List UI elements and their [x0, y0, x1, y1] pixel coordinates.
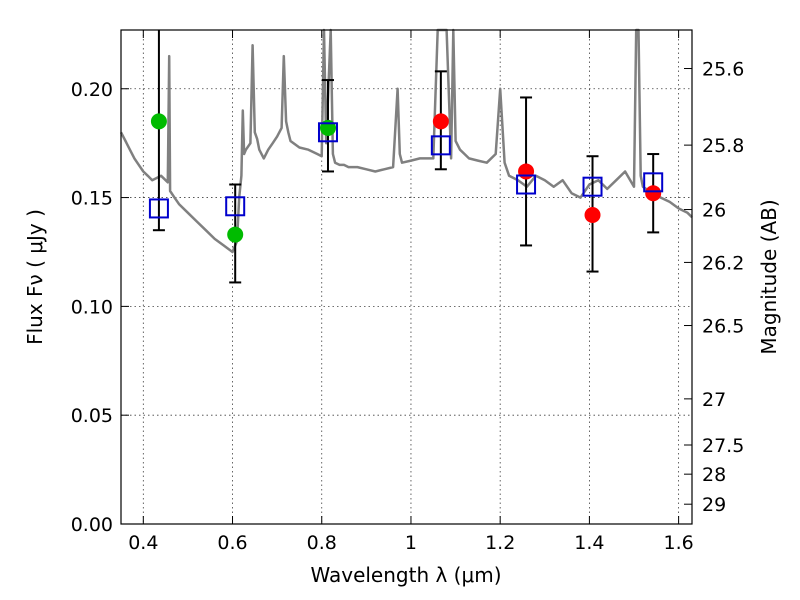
y-tick-label: 0.15	[71, 188, 113, 210]
model-spectrum-layer	[119, 28, 693, 254]
observed-photometry-point	[645, 185, 662, 202]
plot-frame	[120, 29, 693, 525]
x-tick-label: 0.4	[128, 532, 158, 554]
observed-photometry-point	[518, 163, 535, 180]
y-tick-label: 0.05	[71, 405, 113, 427]
x-tick-label: 0.6	[217, 532, 247, 554]
right-tick-label: 27	[702, 389, 726, 411]
observed-photometry-point	[432, 113, 449, 130]
y-tick-label: 0.10	[71, 296, 113, 318]
observed-photometry-point	[227, 226, 244, 243]
model-photometry-square	[582, 176, 603, 197]
model-spectrum-line	[119, 28, 693, 254]
right-tick-label: 26	[702, 200, 726, 222]
y-axis-label: Flux Fν ( μJy )	[23, 209, 47, 345]
right-tick-label: 26.2	[702, 252, 744, 274]
x-tick-label: 1.2	[485, 532, 515, 554]
x-tick-label: 0.8	[307, 532, 337, 554]
right-tick-label: 25.6	[702, 59, 744, 81]
y-tick-label: 0.20	[71, 79, 113, 101]
right-tick-label: 28	[702, 464, 726, 486]
model-photometry-square	[317, 122, 338, 143]
model-photometry-square	[430, 135, 451, 156]
right-axis-label: Magnitude (AB)	[757, 199, 781, 354]
model-photometry-square	[148, 198, 169, 219]
x-tick-label: 1	[405, 532, 417, 554]
model-photometry-square	[643, 172, 664, 193]
marker-layer	[148, 113, 664, 243]
observed-photometry-point	[150, 113, 167, 130]
right-tick-label: 25.8	[702, 135, 744, 157]
x-tick-label: 1.6	[664, 532, 694, 554]
tick-layer: 0.4 0.6 0.8 1 1.2 1.4 1.6 0.00 0.05 0.10 0.15 0.20 2…	[71, 30, 744, 554]
model-photometry-square	[225, 196, 246, 217]
right-tick-label: 26.5	[702, 316, 744, 338]
observed-photometry-point	[584, 206, 601, 223]
right-tick-label: 27.5	[702, 435, 744, 457]
right-tick-label: 29	[702, 494, 726, 516]
x-axis-label: Wavelength λ (μm)	[310, 563, 501, 587]
x-tick-label: 1.4	[574, 532, 604, 554]
y-tick-label: 0.00	[71, 514, 113, 536]
model-photometry-square	[516, 174, 537, 195]
